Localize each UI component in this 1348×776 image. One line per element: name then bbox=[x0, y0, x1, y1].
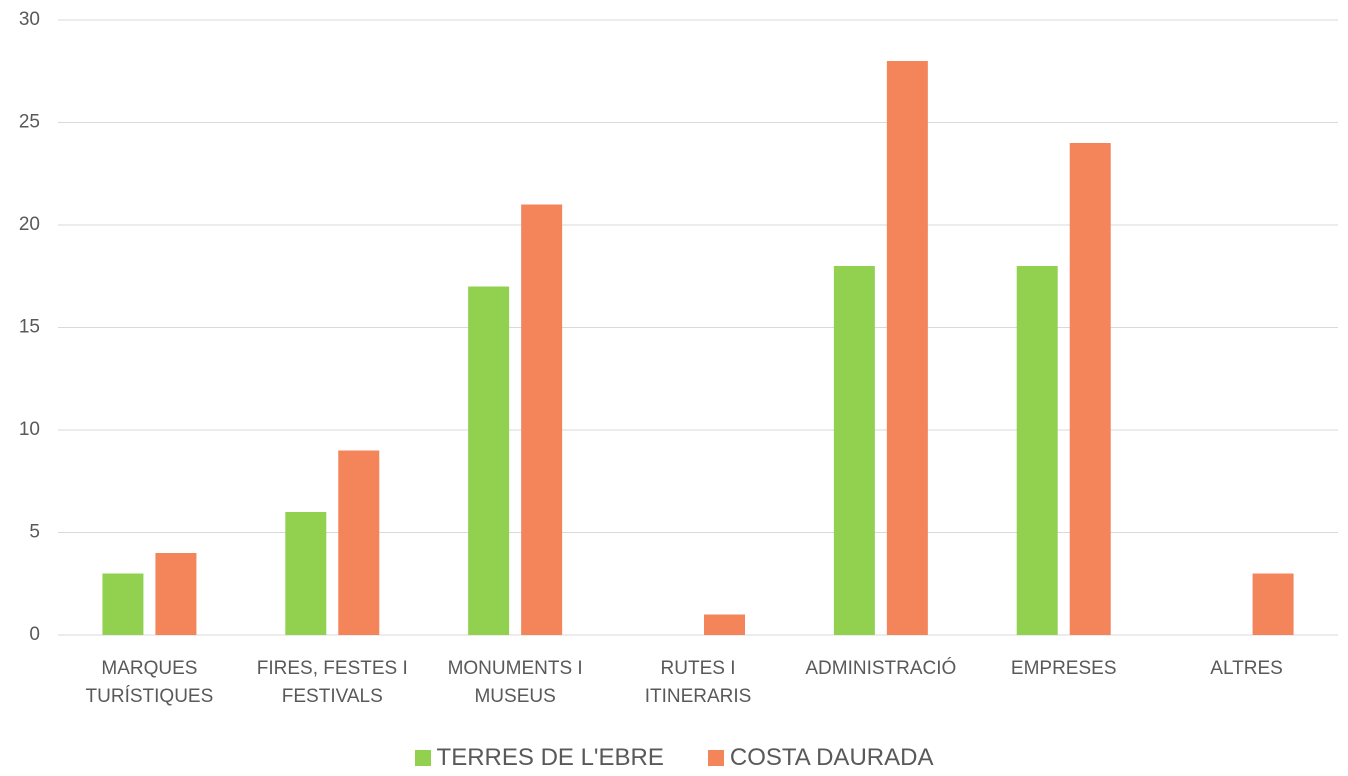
bar bbox=[833, 266, 875, 635]
x-tick-label: EMPRESES bbox=[1010, 658, 1117, 679]
bar bbox=[1069, 143, 1111, 635]
bar bbox=[155, 553, 197, 635]
legend-label: COSTA DAURADA bbox=[729, 744, 934, 771]
bar bbox=[338, 450, 380, 635]
legend-swatch bbox=[707, 750, 724, 766]
legend-swatch bbox=[414, 750, 431, 766]
bar bbox=[886, 61, 928, 635]
x-tick-label: MONUMENTS I MUSEUS bbox=[447, 658, 583, 707]
bar bbox=[521, 204, 563, 635]
legend: TERRES DE L'EBRE COSTA DAURADA bbox=[0, 744, 1348, 772]
legend-label: TERRES DE L'EBRE bbox=[436, 744, 664, 771]
bar bbox=[102, 573, 144, 635]
x-tick-label: ADMINISTRACIÓ bbox=[805, 658, 957, 679]
bar bbox=[704, 614, 745, 635]
y-tick-label: 30 bbox=[19, 9, 40, 30]
y-tick-label: 20 bbox=[19, 214, 40, 235]
legend-item: COSTA DAURADA bbox=[707, 744, 934, 772]
x-tick-label: RUTES I ITINERARIS bbox=[644, 658, 752, 707]
x-tick-label: MARQUES TURÍSTIQUES bbox=[85, 658, 214, 707]
bar bbox=[1252, 573, 1294, 635]
y-tick-label: 0 bbox=[29, 624, 40, 645]
y-tick-label: 5 bbox=[29, 522, 40, 543]
bar bbox=[285, 512, 327, 635]
y-tick-label: 15 bbox=[19, 317, 40, 338]
y-tick-label: 25 bbox=[19, 112, 40, 133]
bar bbox=[468, 286, 510, 635]
y-tick-label: 10 bbox=[19, 419, 40, 440]
x-tick-label: FIRES, FESTES I FESTIVALS bbox=[256, 658, 408, 707]
legend-item: TERRES DE L'EBRE bbox=[414, 744, 664, 772]
x-tick-label: ALTRES bbox=[1210, 658, 1283, 679]
bar bbox=[1016, 266, 1058, 635]
